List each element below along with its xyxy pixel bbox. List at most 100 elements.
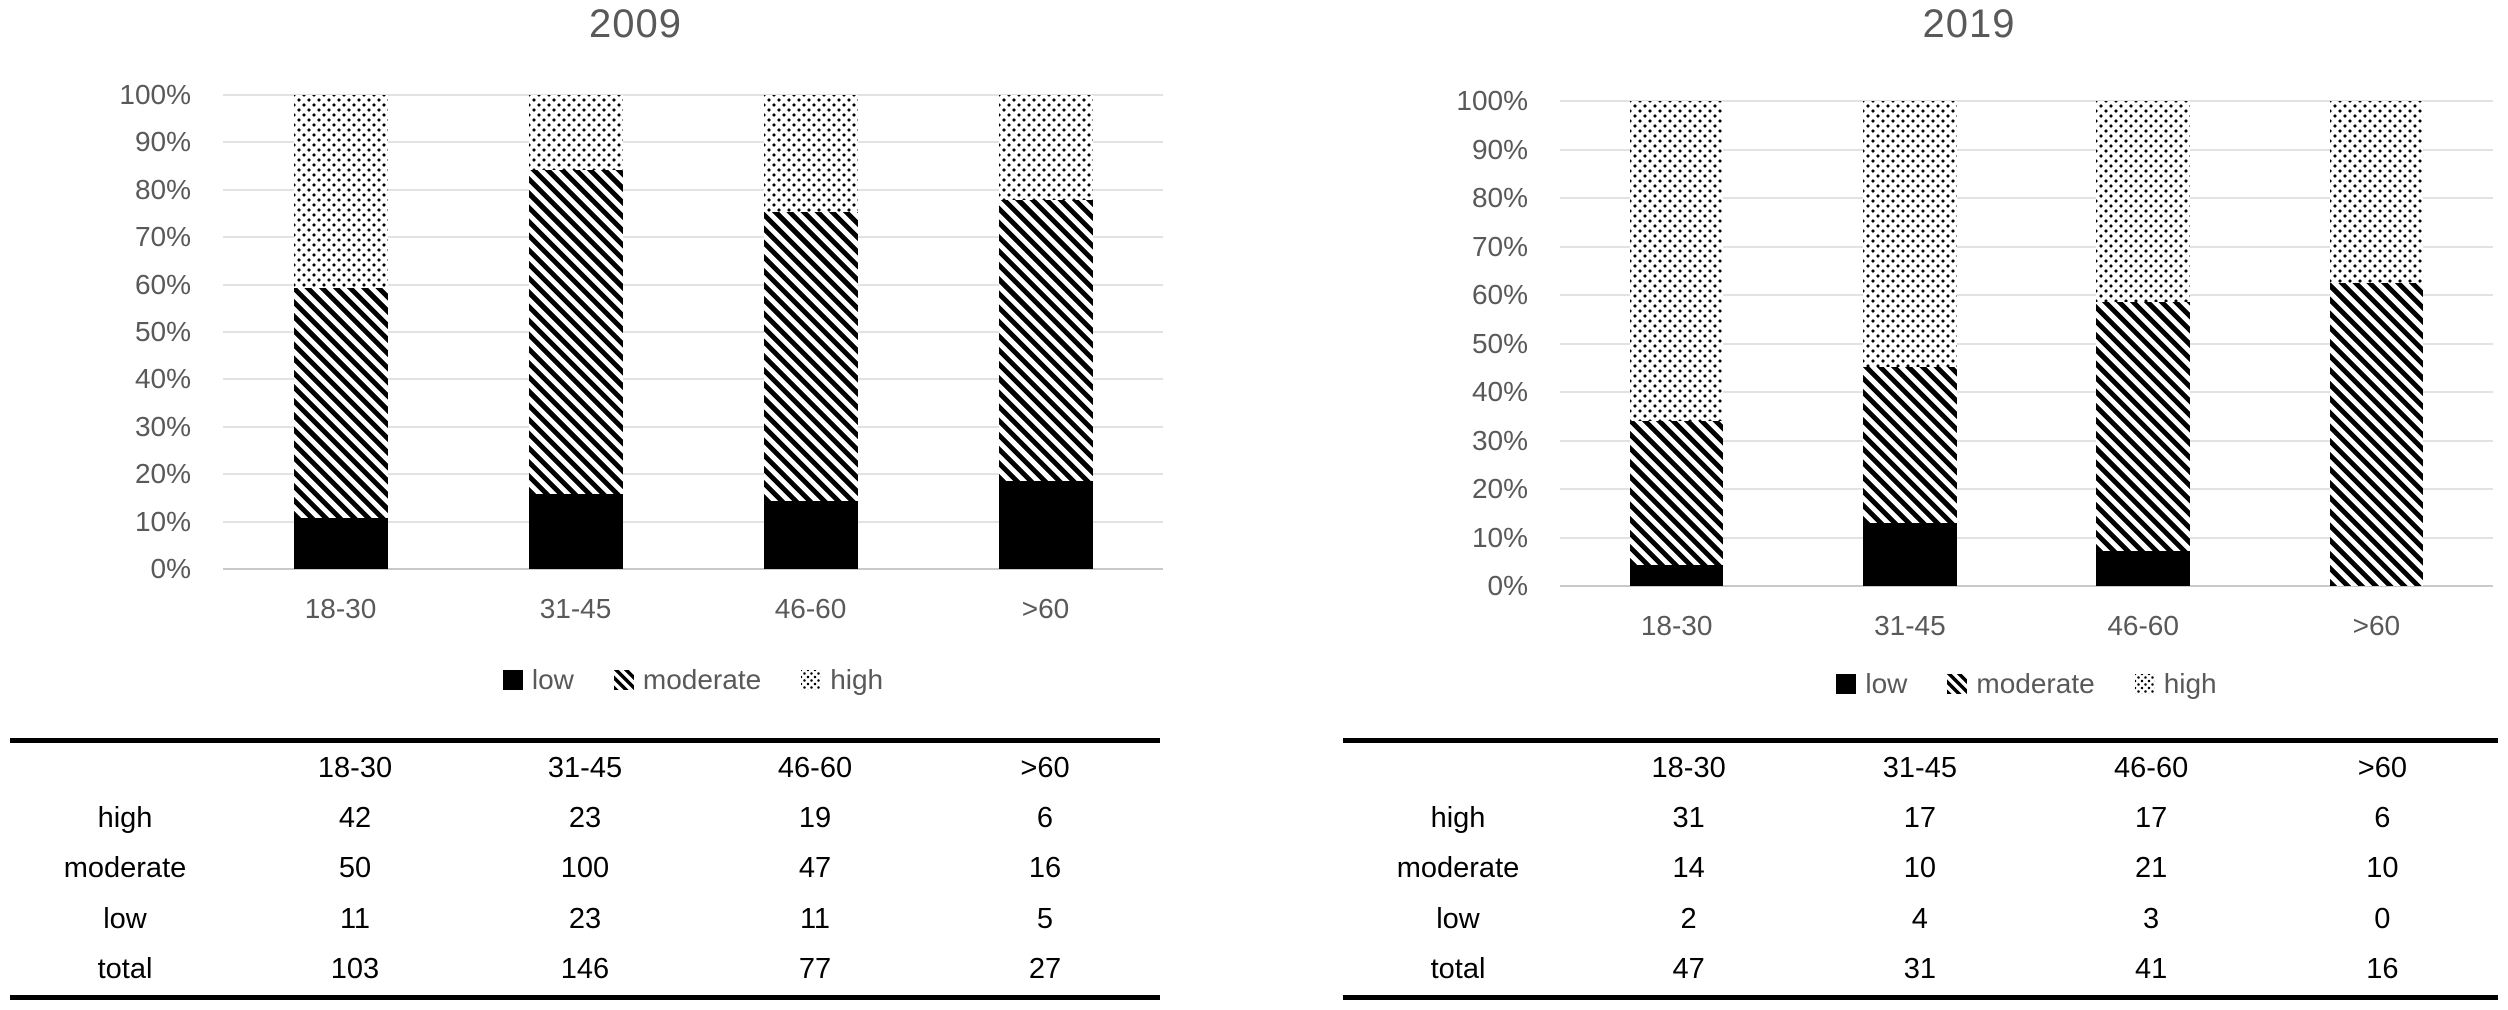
segment-moderate-46-60 bbox=[763, 211, 858, 502]
gridline-0 bbox=[1560, 585, 2493, 587]
segment-low-18-30 bbox=[1629, 565, 1724, 586]
legend-label-low: low bbox=[1865, 668, 1908, 699]
segment-moderate-31-45 bbox=[528, 169, 623, 495]
x-category-label->60: >60 bbox=[2352, 610, 2401, 641]
table-cell-total->60: 16 bbox=[2366, 953, 2399, 986]
row-label-total: total bbox=[1430, 953, 1486, 986]
row-label-low: low bbox=[1436, 902, 1480, 935]
legend-label-low: low bbox=[531, 664, 574, 695]
x-category-label-31-45: 31-45 bbox=[539, 593, 612, 624]
y-axis-2009: 0% 10% 20% 30% 40% 50% 60% 70% 80% 90% 100% bbox=[93, 81, 203, 583]
legend-item-high: high bbox=[801, 664, 883, 696]
gridline-30 bbox=[1560, 439, 2493, 442]
stacked-bar-18-30 bbox=[293, 95, 388, 569]
x-category-label-18-30: 18-30 bbox=[304, 593, 377, 624]
row-label-high: high bbox=[1430, 802, 1486, 835]
bar-slot-46-60 bbox=[693, 95, 928, 569]
table-cell-low-31-45: 23 bbox=[568, 902, 602, 935]
table-cell-high-31-45: 17 bbox=[1903, 802, 1936, 835]
table-cell-low-18-30: 2 bbox=[1680, 902, 1697, 935]
table-cell-low->60: 0 bbox=[2374, 902, 2391, 935]
segment-low-31-45 bbox=[1863, 523, 1957, 586]
table-cell-total-46-60: 77 bbox=[798, 953, 832, 986]
chart-legend-2019: low moderate high bbox=[1560, 668, 2493, 700]
y-tick-label-30%: 30% bbox=[134, 410, 191, 442]
segment-high-46-60 bbox=[2096, 101, 2190, 303]
gridline-90 bbox=[223, 141, 1163, 144]
gridline-100 bbox=[223, 94, 1163, 96]
gridline-40 bbox=[223, 378, 1163, 381]
y-tick-label-90%: 90% bbox=[1471, 133, 1528, 165]
stacked-bar-18-30 bbox=[1629, 101, 1724, 586]
table-cell-low-46-60: 11 bbox=[799, 902, 831, 935]
y-tick-label-80%: 80% bbox=[134, 173, 191, 205]
segment-moderate->60 bbox=[998, 200, 1093, 482]
x-axis-2009: 18-30 31-45 46-60 >60 bbox=[223, 593, 1163, 625]
legend-label-moderate: moderate bbox=[1976, 668, 2095, 699]
column-header->60: >60 bbox=[1020, 751, 1070, 784]
stacked-bar-46-60 bbox=[2096, 101, 2190, 586]
row-label-moderate: moderate bbox=[63, 852, 187, 885]
table-cell-high-31-45: 23 bbox=[568, 802, 602, 835]
gridline-0 bbox=[223, 568, 1163, 570]
column-header-31-45: 31-45 bbox=[1882, 751, 1957, 784]
legend-swatch-high-icon bbox=[2134, 674, 2155, 694]
table-cell-low-31-45: 4 bbox=[1911, 902, 1928, 935]
y-tick-label-90%: 90% bbox=[134, 126, 191, 158]
chart-legend-2009: low moderate high bbox=[223, 664, 1163, 696]
y-tick-label-10%: 10% bbox=[134, 505, 191, 537]
table-cell-low-46-60: 3 bbox=[2143, 902, 2160, 935]
legend-swatch-high-icon bbox=[801, 670, 822, 690]
gridline-70 bbox=[223, 236, 1163, 239]
gridline-20 bbox=[1560, 488, 2493, 490]
gridline-30 bbox=[223, 425, 1163, 428]
bar-slot-31-45 bbox=[458, 95, 693, 569]
column-header-18-30: 18-30 bbox=[1651, 751, 1726, 784]
stacked-bar-chart-2019 bbox=[1560, 100, 2493, 587]
chart-title-2019: 2019 bbox=[1922, 2, 2016, 46]
x-category-label-46-60: 46-60 bbox=[774, 593, 847, 624]
gridline-60 bbox=[1560, 294, 2493, 296]
gridline-10 bbox=[223, 520, 1163, 523]
row-label-low: low bbox=[103, 902, 147, 935]
stacked-bar-46-60 bbox=[763, 95, 858, 569]
y-axis-2019: 0% 10% 20% 30% 40% 50% 60% 70% 80% 90% 100% bbox=[1430, 87, 1540, 600]
stacked-bar-31-45 bbox=[1863, 101, 1957, 586]
bar-slot-46-60 bbox=[2027, 101, 2260, 586]
table-cell-moderate-18-30: 14 bbox=[1672, 852, 1705, 885]
gridline-100 bbox=[1560, 100, 2493, 102]
y-tick-label-40%: 40% bbox=[1471, 376, 1528, 407]
bars-row bbox=[223, 95, 1163, 569]
table-cell-high->60: 6 bbox=[1036, 802, 1054, 835]
segment-low-31-45 bbox=[528, 494, 623, 569]
segment-moderate-18-30 bbox=[293, 288, 388, 519]
table-cell-moderate-18-30: 50 bbox=[338, 852, 372, 885]
gridline-80 bbox=[223, 188, 1163, 191]
bar-slot-31-45 bbox=[1793, 101, 2026, 586]
row-label-high: high bbox=[97, 802, 153, 835]
column-header-31-45: 31-45 bbox=[547, 751, 623, 784]
table-cell-high->60: 6 bbox=[2374, 802, 2391, 835]
legend-swatch-moderate-icon bbox=[1947, 674, 1968, 694]
y-tick-label-70%: 70% bbox=[134, 221, 191, 253]
segment-high-31-45 bbox=[1863, 101, 1957, 367]
stacked-bar-chart-2009 bbox=[223, 94, 1163, 570]
segment-high-18-30 bbox=[293, 95, 388, 289]
segment-low-46-60 bbox=[763, 501, 858, 569]
table-cell-high-18-30: 31 bbox=[1672, 802, 1705, 835]
table-cell-total-31-45: 146 bbox=[560, 953, 610, 986]
gridline-90 bbox=[1560, 148, 2493, 151]
column-header-46-60: 46-60 bbox=[2114, 751, 2189, 784]
segment-low->60 bbox=[998, 481, 1093, 569]
table-cell-moderate-31-45: 100 bbox=[560, 852, 610, 885]
table-cell-high-46-60: 17 bbox=[2134, 802, 2168, 835]
table-cell-low-18-30: 11 bbox=[339, 902, 371, 935]
column-header->60: >60 bbox=[2357, 751, 2407, 784]
legend-label-high: high bbox=[830, 664, 884, 695]
table-cell-high-18-30: 42 bbox=[338, 802, 372, 835]
stacked-bar->60 bbox=[2329, 101, 2424, 586]
table-cell-total->60: 27 bbox=[1028, 953, 1062, 986]
segment-high->60 bbox=[998, 95, 1093, 201]
segment-moderate-31-45 bbox=[1863, 366, 1957, 524]
table-cell-moderate->60: 16 bbox=[1028, 852, 1062, 885]
